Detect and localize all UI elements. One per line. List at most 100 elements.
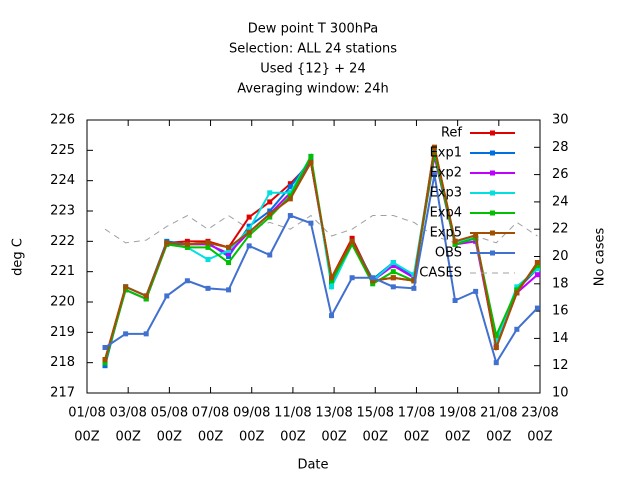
y-axis-label: deg C — [11, 238, 26, 276]
x-tick-label: 00Z — [363, 430, 389, 445]
data-point — [287, 181, 293, 187]
data-point — [287, 196, 293, 202]
data-point — [246, 226, 252, 232]
legend-label: OBS — [435, 246, 462, 261]
data-point — [329, 275, 335, 281]
x-axis-label: Date — [297, 458, 328, 473]
data-point — [473, 232, 479, 238]
data-point — [205, 257, 211, 263]
data-point — [184, 238, 190, 244]
data-point — [267, 214, 273, 220]
data-point — [329, 278, 335, 284]
chart-title: Averaging window: 24h — [237, 82, 389, 97]
data-point — [267, 190, 273, 196]
y-tick-label: 217 — [50, 386, 75, 401]
data-point — [534, 272, 540, 278]
legend-label: CASES — [419, 266, 462, 281]
y-tick-label: 220 — [50, 295, 75, 310]
data-point — [226, 250, 232, 256]
data-point — [246, 214, 252, 220]
data-point — [308, 220, 314, 226]
data-point — [205, 285, 211, 291]
data-point — [411, 278, 417, 284]
data-point — [164, 293, 170, 299]
x-tick-label: 00Z — [445, 430, 471, 445]
data-point — [390, 275, 396, 281]
legend-label: Exp5 — [430, 226, 462, 241]
data-point — [102, 357, 108, 363]
x-tick-label: 05/08 — [151, 406, 188, 421]
y-tick-label: 224 — [50, 173, 75, 188]
y2-tick-label: 14 — [552, 331, 569, 346]
x-tick-label: 19/08 — [439, 406, 476, 421]
x-tick-label: 00Z — [321, 430, 347, 445]
chart-title: Selection: ALL 24 stations — [229, 42, 397, 57]
x-tick-label: 11/08 — [274, 406, 311, 421]
data-point — [287, 213, 293, 219]
legend-marker — [490, 190, 495, 196]
legend-label: Exp3 — [430, 186, 462, 201]
data-point — [349, 241, 355, 247]
data-point — [226, 247, 232, 253]
chart-title: Used {12} + 24 — [260, 62, 365, 77]
data-point — [246, 223, 252, 229]
x-tick-label: 03/08 — [109, 406, 146, 421]
data-point — [287, 190, 293, 196]
legend-marker — [490, 230, 495, 236]
data-point — [390, 284, 396, 290]
x-tick-label: 00Z — [239, 430, 265, 445]
data-point — [308, 159, 314, 165]
y-tick-label: 218 — [50, 355, 75, 370]
data-point — [184, 244, 190, 250]
y2-axis-label: No cases — [593, 228, 608, 287]
data-point — [534, 305, 540, 311]
data-point — [349, 275, 355, 281]
y2-tick-label: 10 — [552, 386, 569, 401]
data-point — [473, 288, 479, 294]
y2-tick-label: 12 — [552, 358, 569, 373]
data-point — [493, 360, 499, 366]
data-point — [143, 296, 149, 302]
series-line — [104, 156, 539, 363]
data-point — [431, 144, 437, 150]
data-point — [534, 260, 540, 266]
data-point — [370, 275, 376, 281]
data-point — [267, 252, 273, 258]
data-point — [534, 263, 540, 269]
data-point — [308, 153, 314, 159]
data-point — [452, 238, 458, 244]
data-point — [102, 345, 108, 350]
y2-tick-label: 28 — [552, 140, 569, 155]
plot-frame — [86, 119, 541, 394]
series-line — [104, 153, 539, 363]
y2-tick-label: 24 — [552, 194, 569, 209]
x-tick-label: 21/08 — [480, 406, 517, 421]
x-tick-label: 00Z — [157, 430, 183, 445]
x-tick-label: 15/08 — [357, 406, 394, 421]
chart-title: Dew point T 300hPa — [248, 22, 378, 37]
x-tick-label: 07/08 — [192, 406, 229, 421]
data-point — [349, 238, 355, 244]
series-line — [104, 147, 539, 360]
data-point — [287, 193, 293, 199]
data-point — [514, 290, 520, 296]
y-tick-label: 225 — [50, 143, 75, 158]
data-point — [390, 269, 396, 275]
data-point — [493, 338, 499, 344]
data-point — [246, 229, 252, 235]
series-line — [104, 174, 539, 366]
y2-tick-label: 30 — [552, 113, 569, 128]
data-point — [246, 243, 252, 249]
data-point — [123, 284, 129, 290]
data-point — [102, 363, 108, 369]
x-tick-label: 13/08 — [315, 406, 352, 421]
data-point — [164, 240, 170, 246]
data-point — [226, 287, 232, 293]
y-tick-label: 221 — [50, 264, 75, 279]
series-line — [104, 150, 539, 363]
legend-marker — [490, 150, 495, 156]
y-tick-label: 226 — [50, 113, 75, 128]
data-point — [287, 184, 293, 190]
data-point — [102, 360, 108, 366]
